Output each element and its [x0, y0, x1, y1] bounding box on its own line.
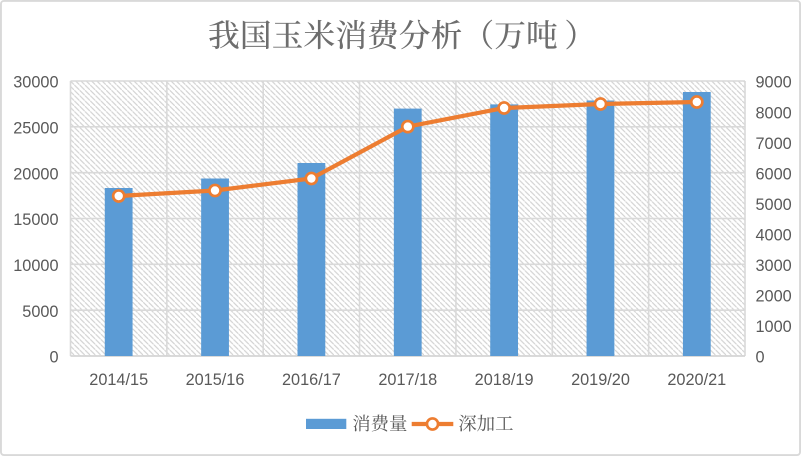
svg-text:2016/17: 2016/17 — [282, 371, 341, 389]
svg-text:2000: 2000 — [756, 288, 792, 306]
svg-text:6000: 6000 — [756, 165, 792, 183]
svg-text:2017/18: 2017/18 — [378, 371, 437, 389]
svg-text:20000: 20000 — [13, 165, 58, 183]
svg-text:7000: 7000 — [756, 135, 792, 153]
svg-text:1000: 1000 — [756, 318, 792, 336]
svg-text:10000: 10000 — [13, 257, 58, 275]
svg-text:4000: 4000 — [756, 227, 792, 245]
svg-text:8000: 8000 — [756, 104, 792, 122]
svg-text:15000: 15000 — [13, 211, 58, 229]
svg-text:2020/21: 2020/21 — [667, 371, 726, 389]
svg-text:0: 0 — [756, 349, 765, 367]
svg-text:3000: 3000 — [756, 257, 792, 275]
svg-text:0: 0 — [49, 349, 58, 367]
svg-text:2014/15: 2014/15 — [89, 371, 148, 389]
svg-text:25000: 25000 — [13, 120, 58, 138]
svg-text:5000: 5000 — [756, 196, 792, 214]
svg-text:30000: 30000 — [13, 74, 58, 92]
svg-text:2019/20: 2019/20 — [571, 371, 630, 389]
svg-text:5000: 5000 — [22, 303, 58, 321]
svg-text:2015/16: 2015/16 — [186, 371, 245, 389]
svg-text:2018/19: 2018/19 — [475, 371, 534, 389]
svg-text:9000: 9000 — [756, 74, 792, 92]
